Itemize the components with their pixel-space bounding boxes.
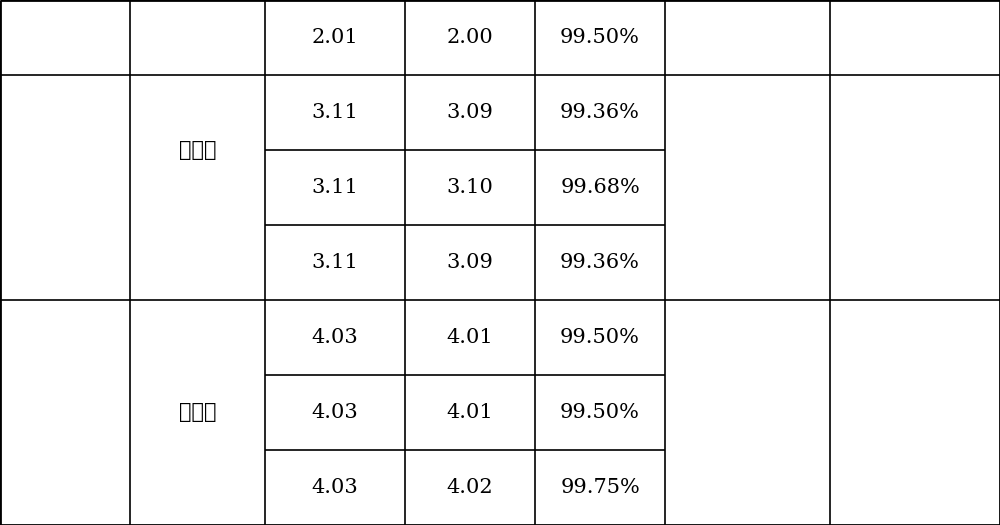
Text: 中浓度: 中浓度 [179, 140, 216, 160]
Text: 99.75%: 99.75% [560, 478, 640, 497]
Text: 3.11: 3.11 [312, 178, 358, 197]
Text: 99.68%: 99.68% [560, 178, 640, 197]
Text: 4.03: 4.03 [312, 403, 358, 422]
Text: 4.02: 4.02 [447, 478, 493, 497]
Text: 高浓度: 高浓度 [179, 403, 216, 423]
Text: 3.09: 3.09 [447, 253, 493, 272]
Text: 99.50%: 99.50% [560, 328, 640, 347]
Text: 99.50%: 99.50% [560, 28, 640, 47]
Text: 4.03: 4.03 [312, 328, 358, 347]
Text: 4.01: 4.01 [447, 403, 493, 422]
Text: 3.11: 3.11 [312, 253, 358, 272]
Text: 99.36%: 99.36% [560, 253, 640, 272]
Text: 99.36%: 99.36% [560, 103, 640, 122]
Text: 3.10: 3.10 [447, 178, 493, 197]
Text: 4.03: 4.03 [312, 478, 358, 497]
Text: 3.11: 3.11 [312, 103, 358, 122]
Text: 99.50%: 99.50% [560, 403, 640, 422]
Text: 2.01: 2.01 [312, 28, 358, 47]
Text: 3.09: 3.09 [447, 103, 493, 122]
Text: 2.00: 2.00 [447, 28, 493, 47]
Text: 4.01: 4.01 [447, 328, 493, 347]
